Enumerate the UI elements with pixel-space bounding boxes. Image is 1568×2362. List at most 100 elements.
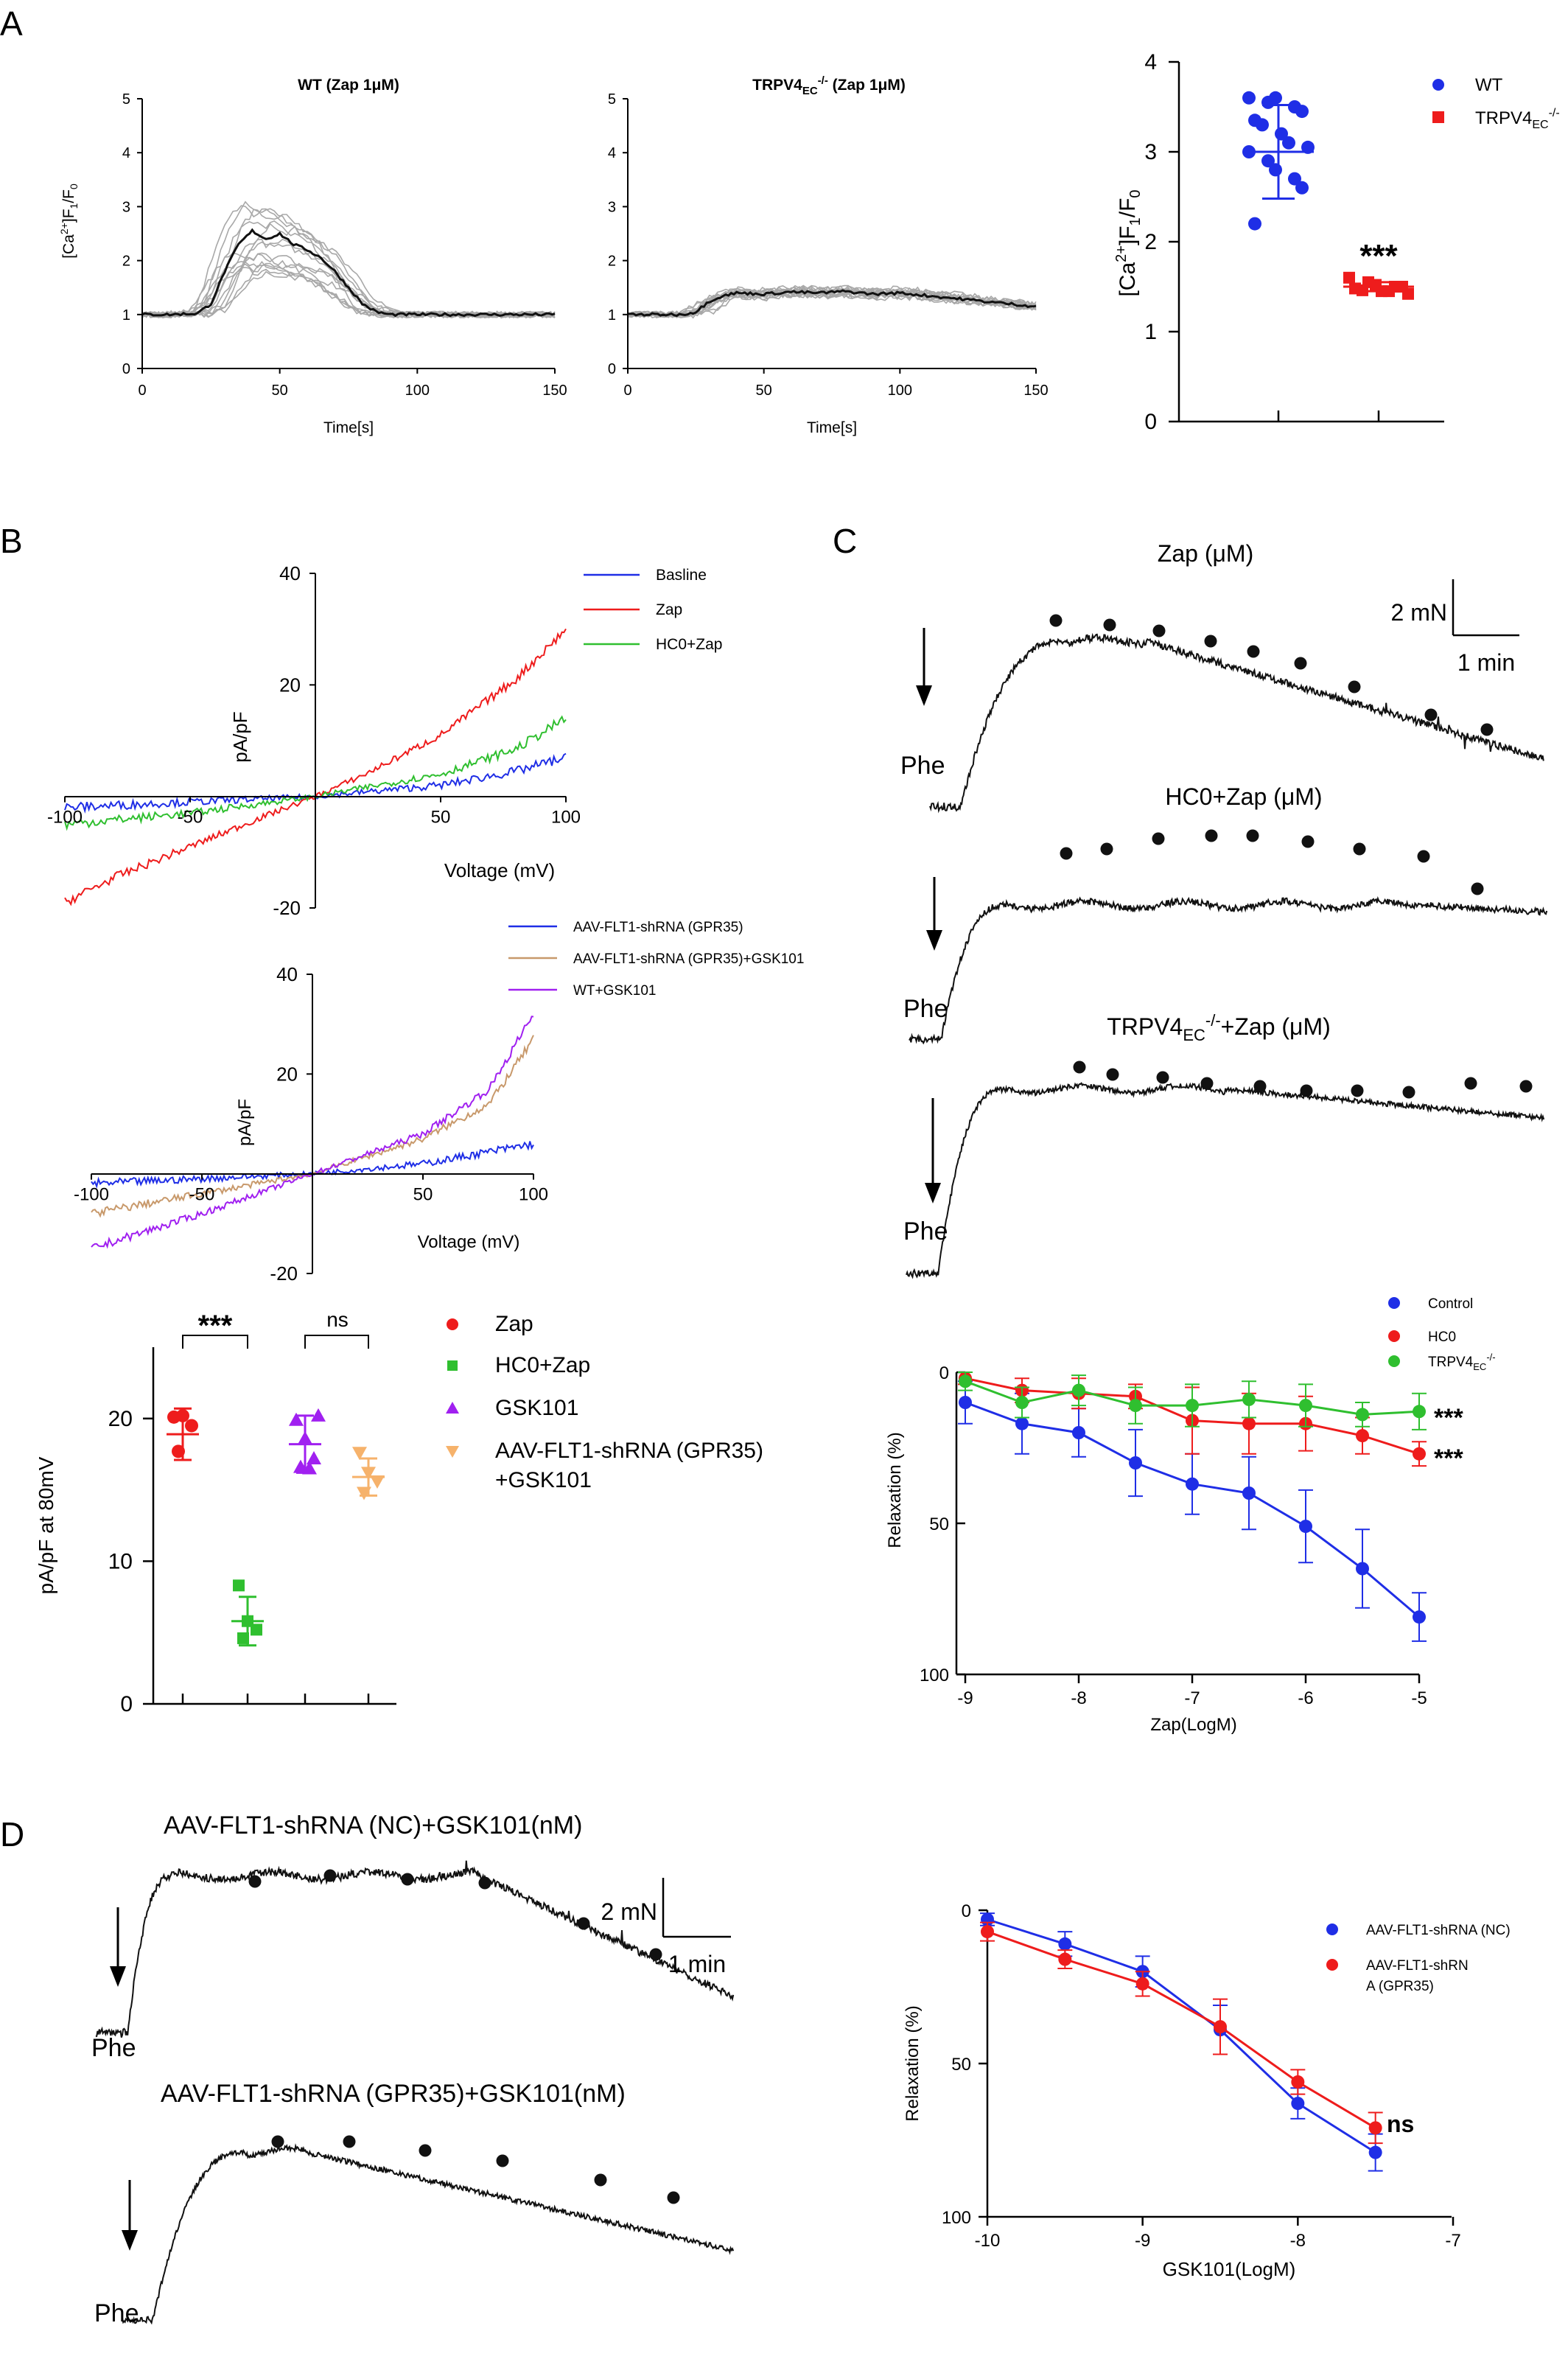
svg-text:pA/pF: pA/pF xyxy=(229,711,251,762)
c-scale-force: 2 mN xyxy=(1391,599,1447,626)
x-tick-label: 150 xyxy=(542,382,567,399)
legend-marker xyxy=(1388,1330,1400,1342)
d-trace-title-2: AAV-FLT1-shRNA (GPR35)+GSK101(nM) xyxy=(161,2080,626,2108)
chart-a3-calcium-summary: [Ca2+]F1/F0 0 1 2 3 4 *** WT TRPV4EC-/- xyxy=(1113,50,1560,434)
data-point xyxy=(1413,1610,1426,1624)
a1-replicate-traces xyxy=(141,200,556,319)
y-tick-label: 40 xyxy=(276,963,298,985)
x-tick-label: 150 xyxy=(1023,382,1048,399)
x-tick-label: 0 xyxy=(138,382,146,399)
chart-d1-gsk101-relaxation: Relaxation (%) -10 -9 -8 -7 0 50 100 GSK101(Lo… xyxy=(903,1901,1511,2280)
dose-marker xyxy=(1205,829,1218,842)
d-tension-trace-nc xyxy=(95,1860,735,2038)
b3-bracket-2 xyxy=(304,1335,369,1349)
y-tick-label: 2 xyxy=(608,254,616,270)
b3-point xyxy=(311,1408,326,1422)
legend-marker xyxy=(446,1446,459,1458)
b3-bracket-1 xyxy=(182,1335,248,1349)
c-traces: Zap (μM) HC0+Zap (μM) TRPV4EC-/-+Zap (μM… xyxy=(900,540,1548,1279)
replicate-trace xyxy=(627,290,1037,318)
panel-label-c: C xyxy=(833,522,857,560)
legend-marker xyxy=(447,1360,458,1371)
d1-ylabel: Relaxation (%) xyxy=(903,2005,923,2121)
a3-point xyxy=(1295,105,1309,119)
b2-xlabel: Voltage (mV) xyxy=(418,1232,520,1252)
tension-trace-line xyxy=(95,1860,735,2038)
y-tick-label: 0 xyxy=(608,361,616,377)
chart-a1-wt-calcium: WT (Zap 1μM) [Ca2+]F1/F0 0 50 100 150 0 1 2 3 4 5… xyxy=(58,77,567,436)
y-tick-label: 10 xyxy=(108,1549,133,1573)
tension-trace-line xyxy=(906,1082,1545,1279)
c1-ylabel: Relaxation (%) xyxy=(885,1432,905,1548)
x-tick-label: -9 xyxy=(1135,2231,1150,2251)
replicate-trace xyxy=(141,241,556,319)
d1-series xyxy=(980,1912,1383,2172)
b3-ticks: 0 10 20 xyxy=(108,1407,370,1716)
a3-point xyxy=(1288,172,1301,186)
dose-marker xyxy=(1402,1086,1415,1099)
x-tick-label: 0 xyxy=(623,382,631,399)
a3-significance: *** xyxy=(1359,238,1398,274)
d1-legend: AAV-FLT1-shRNA (NC) AAV-FLT1-shRN A (GPR35… xyxy=(1326,1923,1511,1994)
a3-point xyxy=(1256,118,1269,132)
a3-legend-trpv4-marker xyxy=(1432,111,1444,123)
dose-marker xyxy=(1300,1084,1313,1097)
y-tick-label: 1 xyxy=(122,307,130,324)
legend-label: HC0 xyxy=(1428,1330,1456,1345)
legend-label: AAV-FLT1-shRN xyxy=(1366,1958,1469,1974)
x-tick-label: 50 xyxy=(272,382,288,399)
a2-mean-trace xyxy=(627,289,1037,318)
y-tick-label: 20 xyxy=(279,674,301,696)
dose-marker xyxy=(1351,1084,1364,1097)
legend-label: AAV-FLT1-shRNA (GPR35)+GSK101 xyxy=(573,951,804,967)
c1-significance-2: *** xyxy=(1434,1444,1463,1472)
d-trace-title-1: AAV-FLT1-shRNA (NC)+GSK101(nM) xyxy=(164,1811,582,1839)
c-trace-title-3: TRPV4EC-/-+Zap (μM) xyxy=(1107,1011,1331,1044)
a1-ticks: 0 50 100 150 0 1 2 3 4 5 xyxy=(122,91,567,399)
x-tick-label: -10 xyxy=(975,2231,1001,2251)
b3-point xyxy=(352,1447,367,1461)
x-tick-label: -5 xyxy=(1411,1688,1427,1708)
dose-marker xyxy=(271,2135,284,2148)
legend-label: WT+GSK101 xyxy=(573,983,656,999)
panel-label-b: B xyxy=(0,522,23,560)
a2-xlabel: Time[s] xyxy=(807,419,857,436)
y-tick-label: 40 xyxy=(279,562,301,584)
x-tick-label: 50 xyxy=(413,1185,433,1205)
legend-label: Zap xyxy=(656,601,682,618)
x-tick-label: -100 xyxy=(47,808,83,828)
y-tick-label: 50 xyxy=(951,2055,971,2075)
legend-marker xyxy=(1388,1297,1400,1309)
a3-ticks: 0 1 2 3 4 xyxy=(1144,50,1179,434)
c1-series xyxy=(958,1372,1427,1642)
data-point xyxy=(1058,1937,1072,1951)
x-tick-label: 100 xyxy=(888,382,912,399)
dose-marker xyxy=(1480,723,1494,736)
legend-label: AAV-FLT1-shRNA (GPR35) xyxy=(573,920,743,935)
dose-marker xyxy=(1106,1068,1119,1081)
dose-marker xyxy=(1464,1077,1477,1090)
dose-marker xyxy=(1060,847,1073,860)
dose-marker xyxy=(1471,882,1484,895)
y-tick-label: 0 xyxy=(122,361,130,377)
legend-label: Basline xyxy=(656,567,707,584)
d-scale-force: 2 mN xyxy=(601,1898,657,1925)
y-tick-label: 0 xyxy=(1144,410,1157,434)
dose-marker xyxy=(1200,1077,1214,1090)
a3-point xyxy=(1261,154,1275,168)
c-trace-title-2: HC0+Zap (μM) xyxy=(1165,783,1322,810)
dose-marker xyxy=(1417,850,1430,863)
a3-point xyxy=(1282,136,1295,150)
b3-point xyxy=(307,1451,321,1465)
y-tick-label: 4 xyxy=(122,145,130,161)
dose-marker xyxy=(594,2173,607,2187)
y-tick-label: 0 xyxy=(120,1692,133,1716)
a1-mean-trace xyxy=(141,228,556,318)
data-point xyxy=(1413,1447,1426,1461)
x-tick-label: -8 xyxy=(1290,2231,1306,2251)
dose-marker xyxy=(1152,832,1165,845)
data-point xyxy=(1186,1477,1199,1491)
d-scale-time: 1 min xyxy=(668,1951,726,1977)
x-tick-label: -100 xyxy=(74,1185,109,1205)
dose-marker xyxy=(1152,624,1166,637)
